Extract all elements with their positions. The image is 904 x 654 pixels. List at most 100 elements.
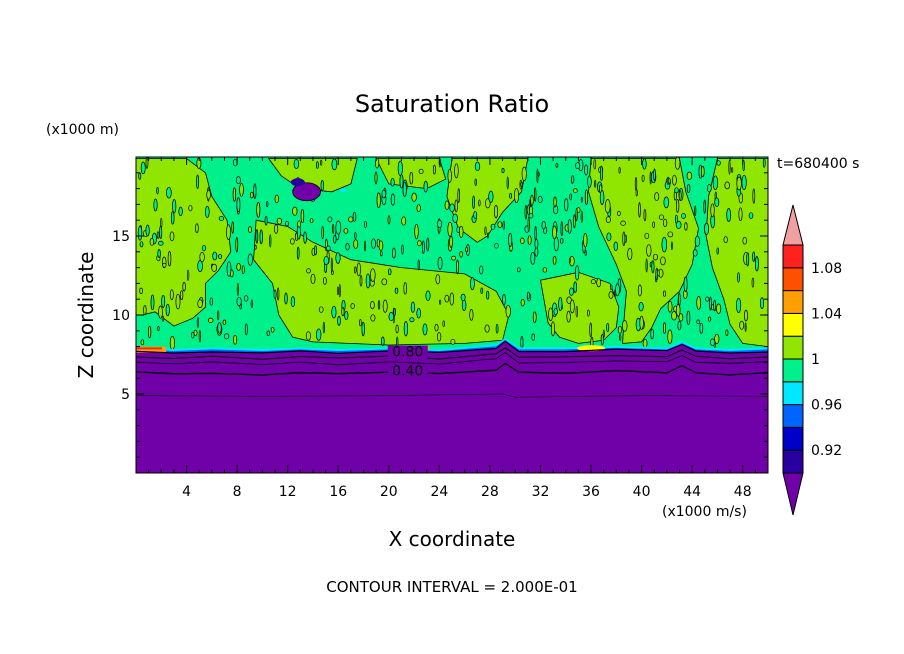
contour-cell xyxy=(726,208,732,222)
contour-cell xyxy=(381,278,388,286)
contour-cell xyxy=(520,237,525,244)
contour-cell xyxy=(394,287,399,294)
contour-cell xyxy=(212,251,218,261)
contour-cell xyxy=(165,303,170,317)
contour-cell xyxy=(243,295,249,302)
contour-cell xyxy=(276,217,283,225)
contour-cell xyxy=(662,322,667,334)
contour-cell xyxy=(381,336,385,346)
contour-cell xyxy=(660,256,666,266)
colorbar: 0.92 0.96 1 1.04 1.08 xyxy=(782,204,842,516)
contour-cell xyxy=(566,310,571,323)
x-axis: 4 8 12 16 20 24 28 32 36 40 44 48 xyxy=(148,157,756,500)
contour-cell xyxy=(402,181,407,197)
contour-cell xyxy=(617,325,623,334)
contour-cell xyxy=(580,210,583,223)
contour-cell xyxy=(188,204,193,212)
contour-cell xyxy=(759,297,765,309)
contour-cell xyxy=(520,298,525,307)
contour-cell xyxy=(416,308,421,319)
contour-cell xyxy=(709,296,712,311)
contour-cell xyxy=(622,231,626,246)
contour-cell xyxy=(236,283,239,296)
contour-cell xyxy=(497,221,503,228)
contour-cell xyxy=(671,311,677,321)
contour-cell xyxy=(354,232,357,239)
x-unit-label: (x1000 m/s) xyxy=(662,504,747,520)
contour-cell xyxy=(352,211,357,222)
contour-cell xyxy=(652,221,655,228)
contour-cell xyxy=(247,253,253,266)
contour-cell xyxy=(728,159,731,175)
x-tick-label: 28 xyxy=(481,484,499,500)
contour-cell xyxy=(461,299,467,311)
contour-cell xyxy=(374,171,378,185)
x-tick-label: 36 xyxy=(582,484,600,500)
contour-cell xyxy=(444,200,450,210)
x-tick-label: 40 xyxy=(633,484,651,500)
contour-cell xyxy=(694,235,701,247)
contour-cell xyxy=(436,332,442,342)
contour-cell xyxy=(217,310,220,321)
contour-cell xyxy=(140,339,145,346)
contour-cell xyxy=(505,304,511,318)
colorbar-bin xyxy=(782,426,804,451)
contour-cell xyxy=(686,184,691,193)
contour-cell xyxy=(520,335,524,349)
contour-cell xyxy=(667,231,674,238)
dry-patch xyxy=(292,182,322,202)
contour-cell xyxy=(580,196,583,203)
contour-cell xyxy=(634,177,638,191)
contour-cell xyxy=(353,266,357,274)
contour-cell xyxy=(274,224,279,234)
contour-cell xyxy=(479,265,484,275)
contour-cell xyxy=(158,305,163,319)
contour-cell xyxy=(584,249,587,256)
contour-cell xyxy=(641,174,645,182)
contour-cell xyxy=(716,160,721,166)
contour-cell xyxy=(661,236,668,253)
contour-cell xyxy=(266,201,269,208)
contour-cell xyxy=(550,321,556,337)
contour-cell xyxy=(524,205,528,220)
contour-label: 0.80 xyxy=(392,345,423,361)
contour-cell xyxy=(558,296,563,312)
contour-cell xyxy=(610,284,613,291)
contour-cell xyxy=(681,213,686,219)
contour-cell xyxy=(157,326,160,332)
contour-cell xyxy=(137,225,143,241)
contour-cell xyxy=(320,179,324,192)
contour-cell xyxy=(207,317,214,323)
contour-cell xyxy=(667,300,673,313)
contour-cell xyxy=(618,334,622,341)
contour-cell xyxy=(380,250,383,257)
contour-cell xyxy=(486,290,490,300)
contour-cell xyxy=(649,171,652,185)
contour-cell xyxy=(296,246,300,260)
contour-cell xyxy=(575,207,578,222)
contour-cell xyxy=(553,196,557,208)
contour-cell xyxy=(484,324,490,333)
contour-cell xyxy=(264,215,268,226)
contour-cell xyxy=(323,255,330,266)
contour-cell xyxy=(699,322,704,334)
contour-cell xyxy=(638,202,641,218)
contour-cell xyxy=(356,262,361,277)
contour-cell xyxy=(520,181,523,187)
contour-cell xyxy=(473,210,478,219)
contour-cell xyxy=(458,225,464,238)
x-tick-label: 4 xyxy=(182,484,191,500)
colorbar-tick-label: 1.04 xyxy=(811,306,842,322)
colorbar-tick-label: 1 xyxy=(811,352,820,368)
contour-cell xyxy=(198,330,202,343)
contour-cell xyxy=(542,267,547,273)
contour-cell xyxy=(527,216,530,232)
contour-cell xyxy=(762,158,766,168)
contour-cell xyxy=(388,312,395,322)
chart-title: Saturation Ratio xyxy=(355,90,549,118)
colorbar-bin xyxy=(782,267,804,292)
contour-cell xyxy=(508,232,513,248)
contour-cell xyxy=(439,299,442,305)
contour-cell xyxy=(714,197,720,207)
contour-cell xyxy=(244,323,248,336)
